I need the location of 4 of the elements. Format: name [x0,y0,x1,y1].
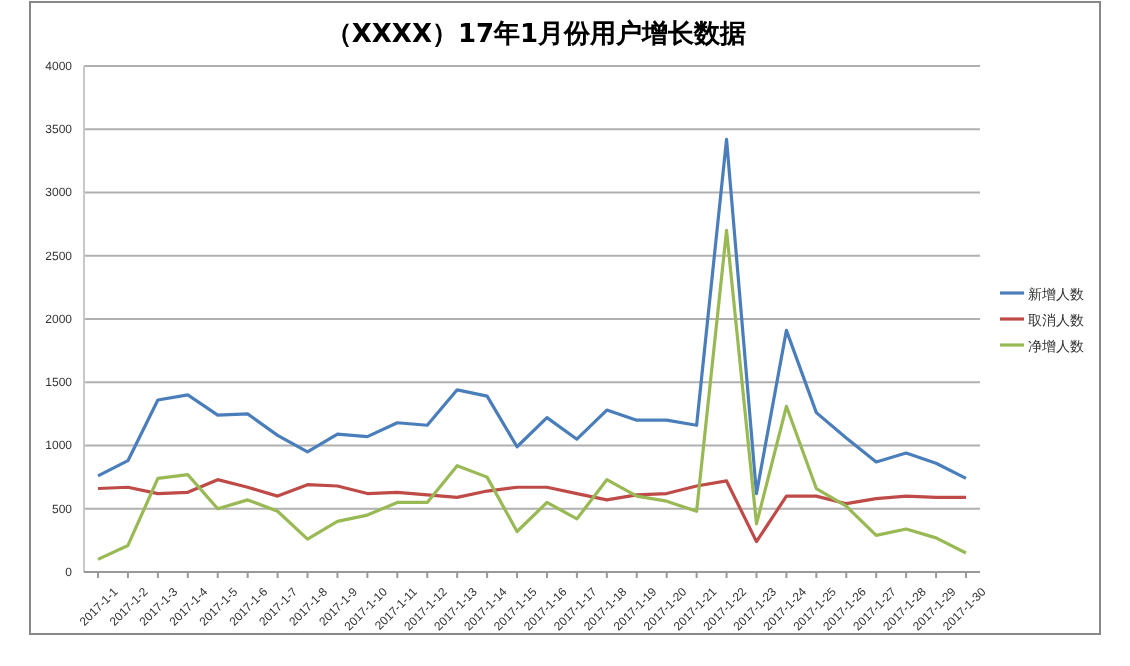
line-series [96,478,968,544]
chart-title: （XXXX）17年1月份用户增长数据 [325,18,747,50]
line-series [96,228,968,561]
line-series [96,137,968,496]
